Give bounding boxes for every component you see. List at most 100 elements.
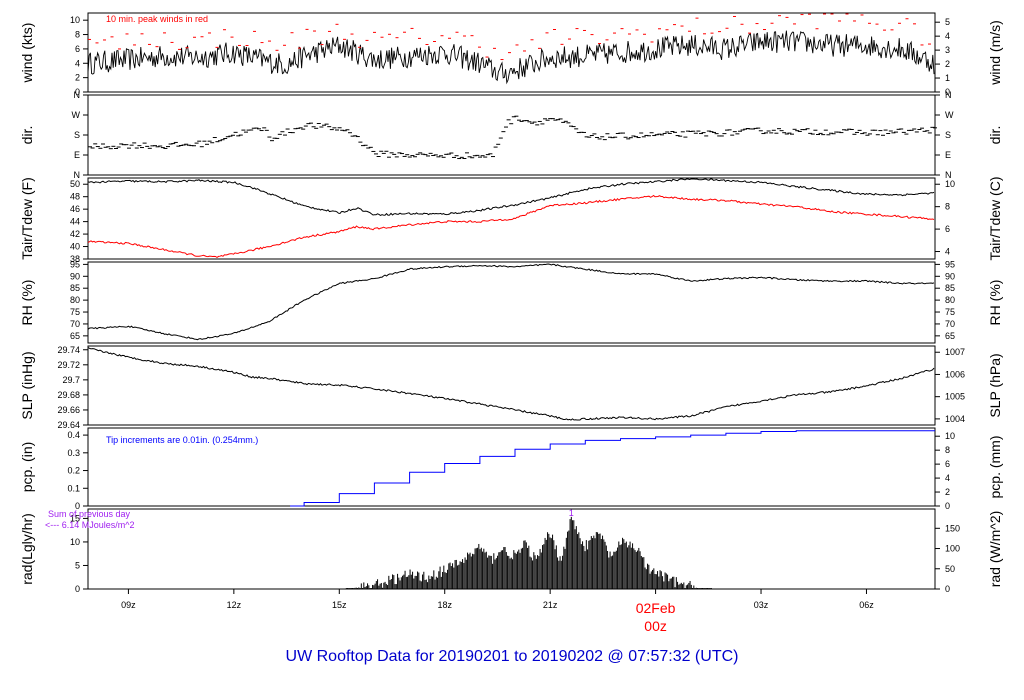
panel-frame-dir (87, 94, 936, 176)
tick-label-left: 70 (70, 319, 80, 329)
tick-label-right: E (945, 150, 951, 160)
tick-label-left: N (74, 90, 81, 100)
series-wind-0 (87, 30, 935, 85)
tick-label-left: N (74, 170, 81, 180)
tick-label-left: 29.72 (57, 360, 80, 370)
series-slp-6 (87, 346, 935, 421)
tick-label-right: 75 (945, 307, 955, 317)
tick-label-right: 8 (945, 202, 950, 212)
axis-label-right-slp: SLP (hPa) (987, 353, 1003, 417)
axis-label-right-rad: rad (W/m^2) (987, 511, 1003, 588)
time-tick-label: 09z (121, 600, 136, 610)
tick-label-left: 90 (70, 271, 80, 281)
tick-label-right: 4 (945, 247, 950, 257)
rad-peak-marker: 1 (569, 508, 574, 518)
time-tick-label: 18z (437, 600, 452, 610)
series-line (88, 430, 935, 507)
tick-label-right: 6 (945, 224, 950, 234)
tick-label-left: 5 (75, 560, 80, 570)
series-temp-4 (87, 194, 935, 258)
panel-frame-rh (87, 261, 936, 344)
tick-label-left: 29.64 (57, 420, 80, 430)
tick-label-right: 100 (945, 544, 960, 554)
axis-label-left-pcp: pcp. (in) (19, 442, 35, 493)
time-tick-label: 12z (227, 600, 242, 610)
axis-label-right-dir: dir. (987, 126, 1003, 145)
series-line (87, 346, 935, 421)
tick-label-right: 4 (945, 473, 950, 483)
series-pcp-7 (88, 430, 935, 507)
rad-note: Sum of previous day (48, 509, 131, 519)
tick-label-left: 85 (70, 283, 80, 293)
axis-label-left-temp: Tair/Tdew (F) (19, 177, 35, 259)
axis-label-right-wind: wind (m/s) (987, 20, 1003, 86)
tick-label-left: 8 (75, 30, 80, 40)
chart-title: UW Rooftop Data for 20190201 to 20190202… (285, 648, 739, 665)
panel-frame-pcp (87, 427, 936, 507)
series-rad-8 (286, 516, 747, 590)
tick-label-right: S (945, 130, 951, 140)
tick-label-left: 65 (70, 331, 80, 341)
series-temp-3 (87, 178, 935, 216)
date-marker-label: 02Feb (636, 600, 676, 616)
tick-label-right: 50 (945, 564, 955, 574)
series-wind-1 (88, 13, 931, 61)
tick-label-left: 10 (70, 15, 80, 25)
tick-label-left: S (74, 130, 80, 140)
axis-label-left-rad: rad(Lgly/hr) (19, 513, 35, 585)
series-line (87, 178, 935, 216)
tick-label-right: 85 (945, 283, 955, 293)
tick-label-left: 0 (75, 501, 80, 511)
rad-note-total: <--- 6.14 MJoules/m^2 (45, 520, 135, 530)
series-line (87, 30, 935, 85)
series-rh-5 (87, 263, 935, 341)
time-tick-label: 06z (859, 600, 874, 610)
tick-label-left: 40 (70, 242, 80, 252)
tick-label-right: 2 (945, 59, 950, 69)
tick-label-left: 29.74 (57, 345, 80, 355)
tick-label-right: 6 (945, 459, 950, 469)
tick-label-right: 1 (945, 73, 950, 83)
wind-note: 10 min. peak winds in red (106, 14, 208, 24)
pcp-note: Tip increments are 0.01in. (0.254mm.) (106, 435, 258, 445)
tick-label-left: 46 (70, 204, 80, 214)
tick-label-left: 38 (70, 254, 80, 264)
tick-label-right: 70 (945, 319, 955, 329)
tick-label-right: 150 (945, 523, 960, 533)
tick-label-right: 10 (945, 431, 955, 441)
axis-label-left-dir: dir. (19, 126, 35, 145)
tick-label-left: 42 (70, 229, 80, 239)
tick-label-right: N (945, 90, 952, 100)
tick-label-right: 0 (945, 584, 950, 594)
date-marker-sublabel: 00z (644, 618, 667, 634)
tick-label-left: 6 (75, 44, 80, 54)
tick-label-left: 0.1 (67, 483, 80, 493)
tick-label-right: 65 (945, 331, 955, 341)
tick-label-right: 0 (945, 87, 950, 97)
axis-label-left-slp: SLP (inHg) (19, 351, 35, 419)
tick-label-right: 1005 (945, 392, 965, 402)
tick-label-right: 3 (945, 45, 950, 55)
axis-label-right-temp: Tair/Tdew (C) (987, 176, 1003, 260)
tick-label-left: 0.2 (67, 466, 80, 476)
tick-label-right: 1004 (945, 414, 965, 424)
tick-label-right: 0 (945, 501, 950, 511)
tick-label-right: 1006 (945, 369, 965, 379)
tick-label-left: 29.68 (57, 390, 80, 400)
time-tick-label: 03z (754, 600, 769, 610)
tick-label-left: 29.66 (57, 405, 80, 415)
panel-frame-slp (87, 345, 936, 426)
series-line (87, 194, 935, 258)
time-tick-label: 15z (332, 600, 347, 610)
tick-label-left: 10 (70, 537, 80, 547)
axis-label-right-rh: RH (%) (987, 280, 1003, 326)
tick-label-right: 8 (945, 445, 950, 455)
series-line (87, 263, 935, 341)
tick-label-right: 80 (945, 295, 955, 305)
tick-label-left: 95 (70, 259, 80, 269)
axis-label-right-pcp: pcp. (mm) (987, 436, 1003, 499)
tick-label-right: 10 (945, 179, 955, 189)
tick-label-right: 5 (945, 17, 950, 27)
panel-frame-temp (87, 177, 936, 260)
tick-label-left: 29.7 (62, 375, 80, 385)
